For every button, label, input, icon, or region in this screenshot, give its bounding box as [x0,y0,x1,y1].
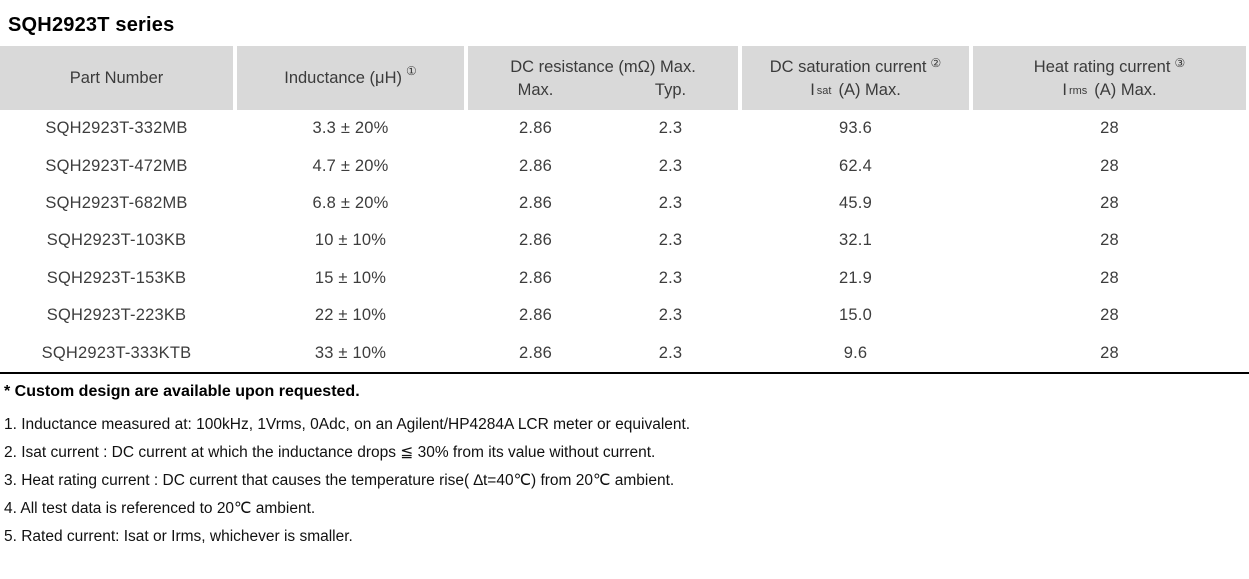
cell-isat: 62.4 [839,156,872,175]
cell-part-number: SQH2923T-682MB [45,193,188,212]
cell-inductance: 3.3 ± 20% [312,119,389,138]
cell-inductance: 15 ± 10% [314,268,387,287]
cell-isat: 93.6 [839,119,872,138]
isat-unit-label: (A) Max. [838,81,901,99]
cell-part-number: SQH2923T-153KB [46,268,187,287]
cell-resistance-typ: 2.3 [658,231,683,250]
cell-resistance-max: 2.86 [519,156,552,175]
table-header: Part Number Inductance (μH) ① DC resista… [0,46,1249,110]
cell-part-number: SQH2923T-472MB [45,156,188,175]
header-saturation-label: DC saturation current [769,58,927,76]
cell-irms: 28 [1100,306,1119,325]
cell-resistance-max: 2.86 [519,119,552,138]
custom-design-note: * Custom design are available upon reque… [4,382,360,400]
cell-part-number: SQH2923T-223KB [46,306,187,325]
footnote: 5. Rated current: Isat or Irms, whicheve… [4,527,353,545]
cell-resistance-typ: 2.3 [658,119,683,138]
cell-irms: 28 [1100,231,1119,250]
footnote: 4. All test data is referenced to 20℃ am… [4,499,316,517]
cell-resistance-typ: 2.3 [658,306,683,325]
cell-resistance-typ: 2.3 [658,268,683,287]
cell-inductance: 22 ± 10% [314,306,387,325]
table-row: SQH2923T-682MB 6.8 ± 20% 2.86 2.3 45.9 2… [0,185,1249,222]
cell-inductance: 33 ± 10% [314,343,387,362]
footnote-ref-2-icon: ② [930,56,942,70]
cell-isat: 15.0 [839,306,872,325]
cell-resistance-typ: 2.3 [658,343,683,362]
footnote: 3. Heat rating current : DC current that… [4,471,675,489]
header-heat-label: Heat rating current [1033,58,1171,76]
table-row: SQH2923T-223KB 22 ± 10% 2.86 2.3 15.0 28 [0,297,1249,334]
footnote: 2. Isat current : DC current at which th… [4,443,656,461]
header-part-number: Part Number [0,46,233,110]
cell-isat: 21.9 [839,268,872,287]
page-title: SQH2923T series [8,14,175,36]
header-dc-resistance: DC resistance (mΩ) Max. [468,46,738,78]
cell-resistance-max: 2.86 [519,306,552,325]
cell-resistance-typ: 2.3 [658,193,683,212]
header-heat-rating-current: Heat rating current ③ [973,46,1246,78]
cell-irms: 28 [1100,119,1119,138]
header-irms-unit: I rms (A) Max. [973,78,1246,110]
footnote-ref-3-icon: ③ [1174,56,1186,70]
irms-unit-label: (A) Max. [1094,81,1157,99]
footnote: 1. Inductance measured at: 100kHz, 1Vrms… [4,415,691,433]
cell-resistance-max: 2.86 [519,193,552,212]
table-row: SQH2923T-153KB 15 ± 10% 2.86 2.3 21.9 28 [0,260,1249,297]
header-inductance: Inductance (μH) ① [237,46,464,110]
table-row: SQH2923T-472MB 4.7 ± 20% 2.86 2.3 62.4 2… [0,147,1249,184]
cell-isat: 45.9 [839,193,872,212]
header-isat-unit: I sat (A) Max. [742,78,969,110]
table-row: SQH2923T-332MB 3.3 ± 20% 2.86 2.3 93.6 2… [0,110,1249,147]
header-dc-saturation-current: DC saturation current ② [742,46,969,78]
isat-symbol: I [810,81,815,99]
irms-subscript: rms [1068,85,1088,97]
cell-resistance-typ: 2.3 [658,156,683,175]
cell-inductance: 6.8 ± 20% [312,193,389,212]
cell-irms: 28 [1100,268,1119,287]
header-inductance-label: Inductance (μH) [284,68,402,87]
cell-inductance: 4.7 ± 20% [312,156,389,175]
table-row: SQH2923T-333KTB 33 ± 10% 2.86 2.3 9.6 28 [0,334,1249,371]
footnotes: 1. Inductance measured at: 100kHz, 1Vrms… [0,405,1249,551]
cell-part-number: SQH2923T-332MB [45,119,188,138]
footnote-ref-1-icon: ① [405,64,417,78]
cell-resistance-max: 2.86 [519,231,552,250]
cell-resistance-max: 2.86 [519,268,552,287]
cell-inductance: 10 ± 10% [314,231,387,250]
table-body: SQH2923T-332MB 3.3 ± 20% 2.86 2.3 93.6 2… [0,110,1249,374]
table-row: SQH2923T-103KB 10 ± 10% 2.86 2.3 32.1 28 [0,222,1249,259]
irms-symbol: I [1062,81,1067,99]
cell-isat: 9.6 [843,343,868,362]
header-resistance-typ: Typ. [603,78,738,110]
cell-irms: 28 [1100,156,1119,175]
isat-subscript: sat [816,85,832,97]
cell-part-number: SQH2923T-333KTB [41,343,192,362]
header-resistance-max: Max. [468,78,603,110]
cell-resistance-max: 2.86 [519,343,552,362]
cell-irms: 28 [1100,193,1119,212]
cell-isat: 32.1 [839,231,872,250]
cell-part-number: SQH2923T-103KB [46,231,187,250]
cell-irms: 28 [1100,343,1119,362]
